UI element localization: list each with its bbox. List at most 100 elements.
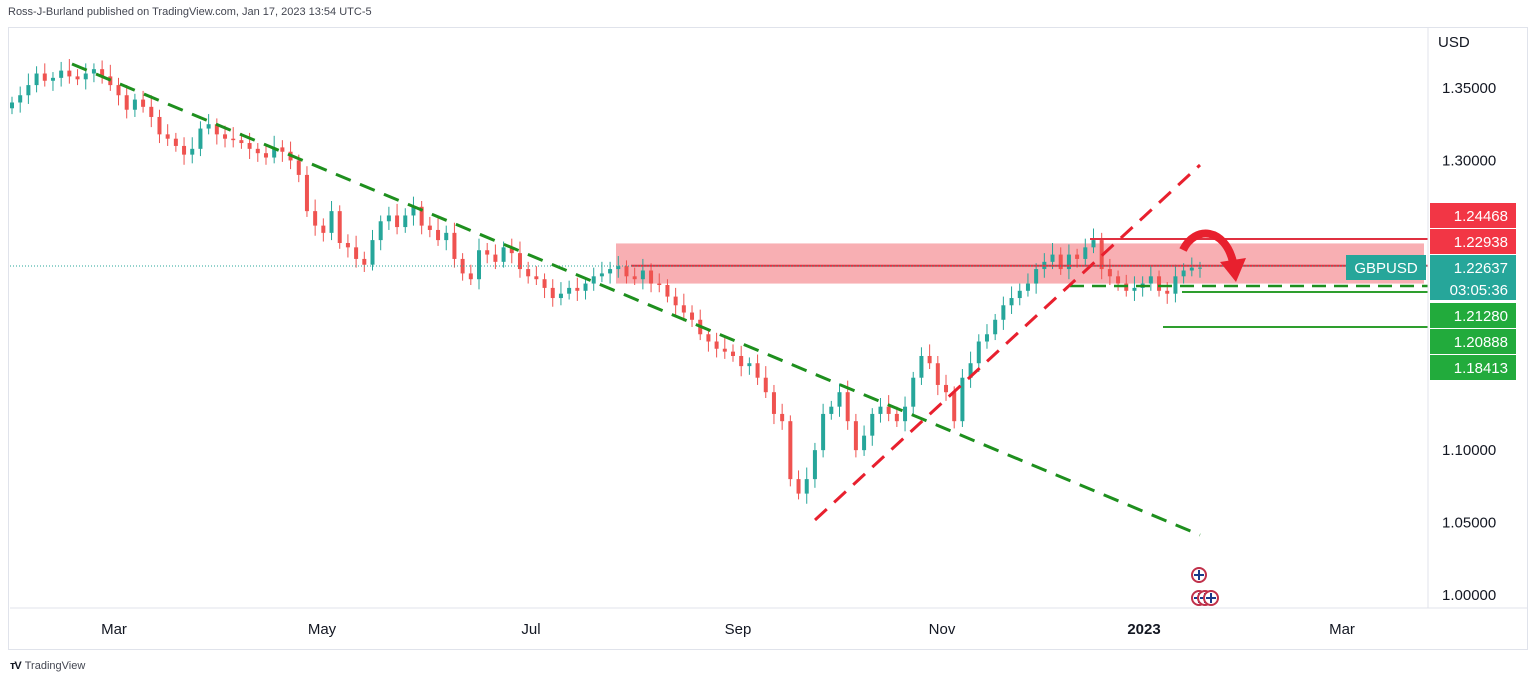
price-tag [1430,329,1516,354]
price-tag-label: 1.20888 [1454,334,1508,351]
candle-body [919,355,924,378]
candle-body [1091,240,1096,248]
candle-body [509,247,514,254]
candle-body [182,145,187,155]
candle-body [558,293,563,299]
candle-body [345,242,350,248]
candle-body [984,334,989,342]
price-tag [1430,229,1516,254]
price-tag [1430,303,1516,328]
candle-body [436,229,441,241]
footer: ᴛV TradingView [10,660,85,672]
candle-body [788,421,793,480]
candle-body [730,351,735,356]
candle-body [231,138,236,141]
candle-body [141,99,146,107]
candle-body [526,269,531,277]
candle-body [976,341,981,364]
candle-body [206,124,211,129]
candle-body [681,305,686,313]
candle-body [116,85,121,96]
candle-body [1001,305,1006,320]
downtrend-line [71,62,1201,537]
candle-body [411,206,416,216]
candle-body [403,215,408,228]
candle-body [26,85,31,96]
candle-body [632,276,637,280]
candle-body [214,124,219,135]
candle-body [747,363,752,367]
candle-body [1075,254,1080,259]
candle-body [935,363,940,385]
price-tag [1430,203,1516,228]
candle-body [67,70,72,77]
x-tick-label: 2023 [1127,621,1160,638]
candle-body [1132,287,1137,291]
candle-body [853,421,858,451]
countdown-label: 03:05:36 [1450,282,1508,299]
candle-body [75,76,80,80]
candle-body [517,253,522,270]
candle-body [690,312,695,320]
candle-body [1025,283,1030,291]
candle-body [534,276,539,280]
candle-body [739,355,744,367]
candle-body [1148,276,1153,284]
publish-info: Ross-J-Burland published on TradingView.… [8,6,372,18]
x-tick-label: Mar [101,621,127,638]
footer-brand: TradingView [24,660,86,672]
candle-body [477,250,482,280]
candle-body [329,211,334,233]
candle-body [878,406,883,414]
candle-body [132,99,137,110]
candle-body [649,270,654,284]
candle-body [837,392,842,407]
candle-body [452,232,457,259]
uk-flag-cross-icon [1206,593,1216,603]
y-tick-label: 1.35000 [1442,80,1496,97]
price-tag [1430,255,1516,300]
candle-body [1034,269,1039,284]
candle-body [952,392,957,422]
price-tag-label: 1.22637 [1454,260,1508,277]
candle-body [395,215,400,228]
candle-body [419,206,424,226]
candle-body [870,413,875,436]
resistance-zone [616,243,1424,284]
y-tick-label: 1.05000 [1442,515,1496,532]
candle-body [370,240,375,265]
candle-body [771,392,776,414]
candle-body [821,413,826,451]
candle-body [280,147,285,152]
candle-body [567,287,572,294]
candle-body [640,270,645,280]
candle-body [1198,267,1202,269]
candle-body [362,258,367,265]
candle-body [460,258,465,274]
candle-body [304,174,309,212]
candle-body [1116,276,1121,284]
candle-body [763,377,768,393]
candle-body [780,413,785,422]
candle-body [993,319,998,335]
candle-body [829,406,834,414]
candle-body [59,70,64,78]
candle-body [223,134,228,139]
x-tick-label: May [308,621,337,638]
candle-body [812,450,817,480]
candle-body [845,392,850,422]
candle-body [944,384,949,393]
candle-body [927,355,932,364]
candle-body [1009,298,1014,306]
candle-body [239,140,244,144]
candle-body [91,69,96,74]
candle-body [550,287,555,299]
candle-body [591,276,596,284]
candle-body [444,232,449,241]
uk-flag-cross-icon [1194,570,1204,580]
candle-body [1189,267,1194,271]
x-tick-label: Nov [929,621,956,638]
candle-body [124,95,129,110]
candle-body [1165,290,1170,294]
